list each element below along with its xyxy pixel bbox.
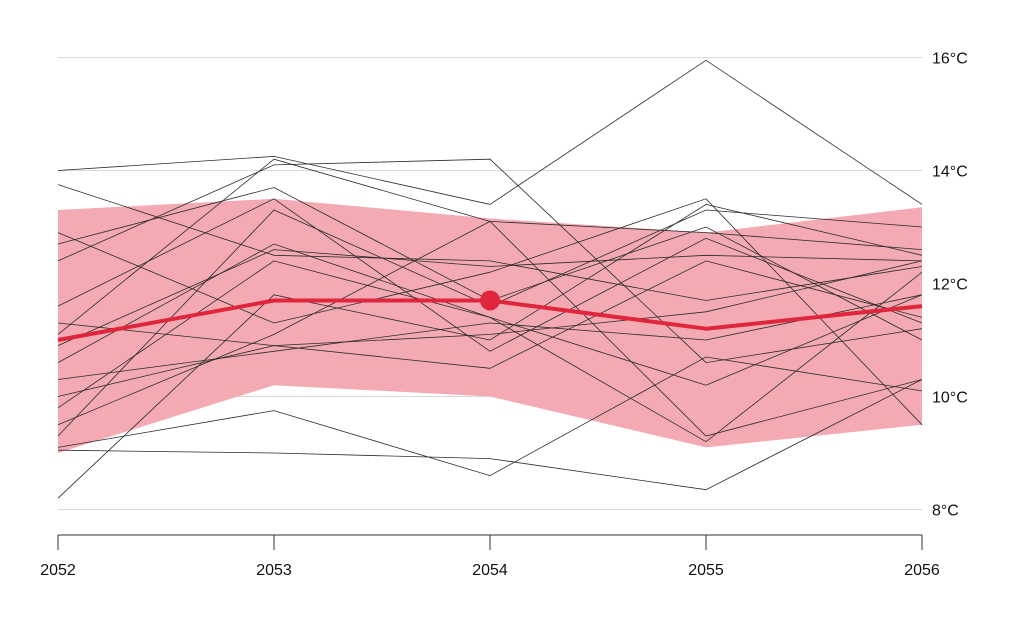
ensemble-member-line: [57, 198, 923, 426]
x-axis: 2052 2053 2054 2055 2056: [40, 534, 940, 579]
ensemble-member-line: [57, 249, 923, 346]
ensemble-member-line: [57, 220, 923, 437]
x-tick-label: 2054: [472, 562, 508, 579]
ensemble-member-line: [57, 158, 923, 364]
ensemble-member-line: [57, 260, 923, 443]
ensemble-member-line: [57, 356, 923, 477]
ensemble-member-line: [57, 260, 923, 347]
ensemble-member-line: [57, 184, 923, 301]
y-tick-label: 16°C: [932, 51, 968, 68]
ensemble-member-line: [57, 294, 923, 380]
ensemble-mean-layer: [57, 290, 923, 342]
x-tick-label: 2056: [904, 562, 940, 579]
ensemble-member-line: [57, 379, 923, 491]
y-tick-label: 8°C: [932, 503, 959, 520]
ensemble-member-line: [57, 59, 923, 205]
uncertainty-band: [58, 198, 922, 453]
ensemble-member-line: [57, 203, 923, 499]
uncertainty-band-layer: [58, 198, 922, 453]
ensemble-member-line: [57, 198, 923, 352]
y-tick-label: 12°C: [932, 277, 968, 294]
x-tick-label: 2053: [256, 562, 292, 579]
x-tick-label: 2055: [688, 562, 724, 579]
x-tick-label: 2052: [40, 562, 76, 579]
mean-highlight-point: [480, 290, 500, 311]
y-tick-label: 14°C: [932, 164, 968, 181]
y-axis-tick-labels: 8°C 10°C 12°C 14°C 16°C: [932, 51, 968, 520]
ensemble-member-lines: [57, 59, 923, 499]
y-tick-label: 10°C: [932, 390, 968, 407]
